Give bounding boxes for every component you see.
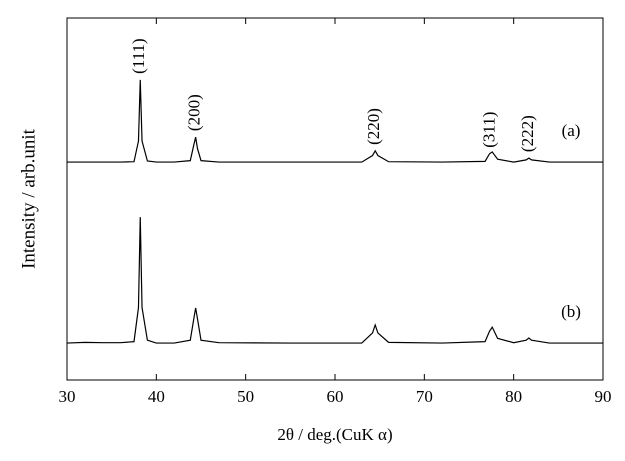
peak-label: (222) [518,115,537,152]
x-tick-label: 40 [148,387,165,406]
x-tick-label: 30 [59,387,76,406]
x-tick-label: 60 [327,387,344,406]
peak-label: (220) [364,108,383,145]
x-tick-label: 80 [505,387,522,406]
series-label: (a) [562,121,581,140]
x-tick-label: 90 [595,387,612,406]
series-line [67,79,603,163]
peak-label: (200) [185,94,204,131]
x-tick-label: 50 [237,387,254,406]
y-axis-label: Intensity / arb.unit [18,128,39,269]
x-axis-label: 2θ / deg.(CuK α) [277,425,392,444]
peak-label: (111) [129,38,148,74]
x-tick-label: 70 [416,387,433,406]
peak-label: (311) [479,112,498,148]
series-line [66,217,603,344]
series-label: (b) [561,302,581,321]
